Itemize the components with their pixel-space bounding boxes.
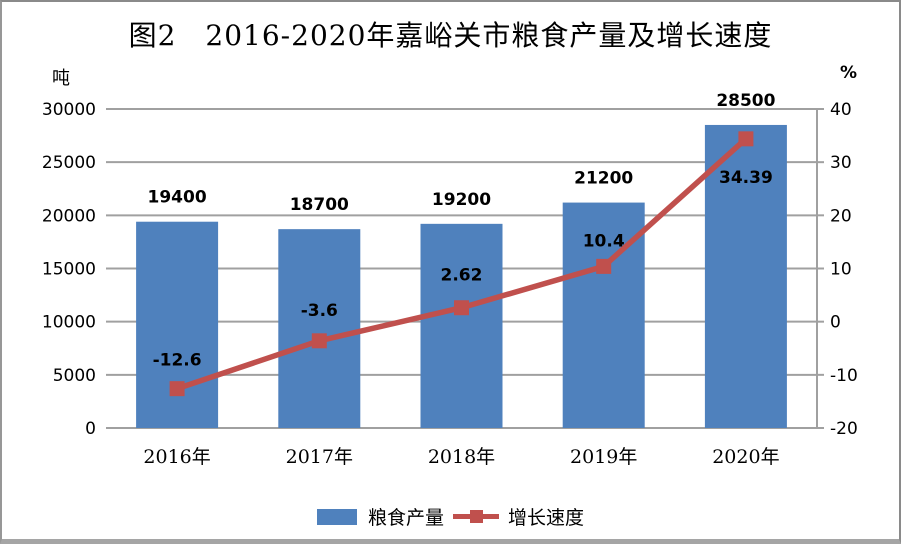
x-axis-label: 2020年: [712, 446, 779, 468]
right-axis-tick-label: -20: [830, 419, 858, 439]
line-marker: [169, 381, 185, 397]
right-axis-tick-label: 10: [830, 260, 852, 280]
right-axis-tick-label: 20: [830, 206, 852, 226]
line-marker: [596, 258, 612, 274]
line-value-label: -3.6: [301, 301, 338, 321]
legend-bar-swatch: [316, 508, 357, 525]
chart-plot-area: 0 -20 5000 -10 10000 0 15000 10 20000 20 25000 30 30…: [42, 91, 858, 468]
x-axis-label: 2016年: [143, 446, 210, 468]
legend-line-marker: [469, 510, 483, 523]
bar-value-label: 21200: [574, 169, 633, 189]
right-axis-tick-label: 0: [830, 313, 841, 333]
bar-2018年: [420, 223, 503, 428]
x-axis-label: 2019年: [570, 446, 637, 468]
bar-2020年: [704, 124, 787, 428]
bar-2016年: [136, 221, 219, 428]
bar-2017年: [278, 229, 361, 428]
legend-label-grain-output: 粮食产量: [367, 507, 444, 529]
line-marker: [738, 131, 754, 147]
bar-value-label: 18700: [290, 195, 349, 215]
left-axis-tick-label: 20000: [42, 206, 96, 226]
left-axis-tick-label: 0: [85, 419, 96, 439]
legend-label-growth-rate: 增长速度: [508, 507, 585, 529]
legend-line-swatch: [453, 509, 499, 525]
line-value-label: 34.39: [719, 168, 773, 188]
bar-value-label: 19400: [148, 188, 207, 208]
bar-value-label: 19200: [432, 190, 491, 210]
line-marker: [311, 333, 327, 349]
left-axis-tick-label: 15000: [42, 260, 96, 280]
line-marker: [454, 300, 469, 316]
chart-legend: 粮食产量 增长速度: [2, 503, 899, 530]
chart-title: 图2 2016-2020年嘉峪关市粮食产量及增长速度: [128, 19, 773, 52]
line-value-label: 10.4: [583, 231, 625, 251]
right-axis-unit-label: %: [840, 63, 858, 83]
left-axis-tick-label: 10000: [42, 313, 96, 333]
line-value-label: 2.62: [441, 266, 483, 286]
right-axis-tick-label: -10: [830, 366, 858, 386]
right-axis-tick-label: 30: [830, 153, 852, 173]
x-axis-label: 2017年: [286, 446, 353, 468]
left-axis-tick-label: 5000: [53, 366, 96, 386]
x-axis-label: 2018年: [428, 446, 495, 468]
left-axis-tick-label: 30000: [42, 100, 96, 120]
bar-value-label: 28500: [716, 91, 775, 111]
line-value-label: -12.6: [153, 351, 202, 371]
left-axis-tick-label: 25000: [42, 153, 96, 173]
left-axis-unit-label: 吨: [52, 68, 70, 89]
right-axis-tick-label: 40: [830, 100, 852, 120]
